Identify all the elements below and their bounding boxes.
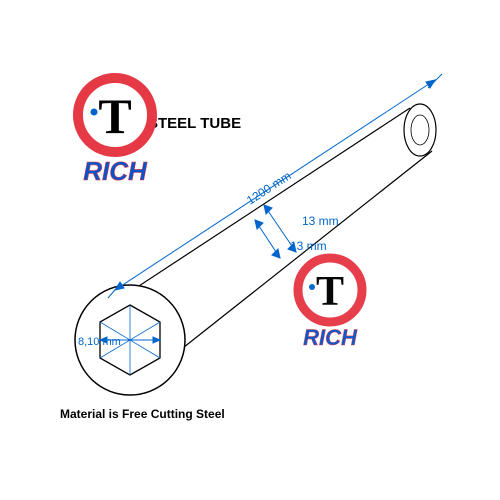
logo-watermark: T RICH bbox=[298, 258, 362, 350]
logo-letter: T bbox=[98, 88, 131, 144]
outer-diameter-label: 13 mm bbox=[302, 214, 339, 228]
tube-diagram: STEEL TUBE 1200 mm 13 mm 13 mm 8,10 mm M… bbox=[0, 0, 500, 500]
length-label: 1200 mm bbox=[244, 169, 294, 208]
hex-label: 8,10 mm bbox=[78, 336, 121, 348]
logo-top: T RICH bbox=[78, 78, 152, 186]
logo-letter-wm: T bbox=[316, 269, 344, 315]
inner-diameter-label: 13 mm bbox=[290, 239, 327, 253]
inner-diameter-dimension bbox=[255, 220, 280, 258]
logo-brand-wm: RICH bbox=[303, 325, 358, 350]
diagram-title: STEEL TUBE bbox=[148, 115, 241, 132]
logo-brand: RICH bbox=[83, 156, 148, 186]
material-note: Material is Free Cutting Steel bbox=[60, 407, 225, 421]
